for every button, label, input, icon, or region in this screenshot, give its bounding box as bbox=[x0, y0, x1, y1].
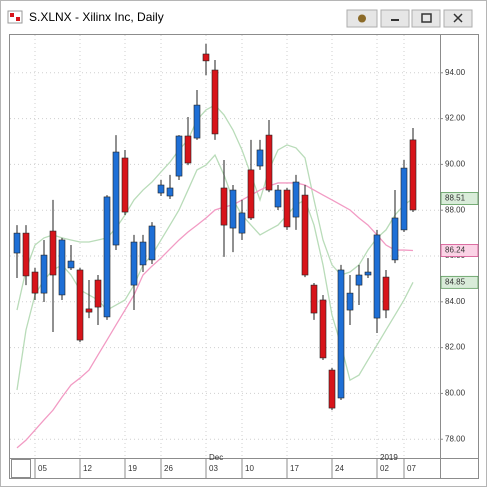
chart-title: S.XLNX - Xilinx Inc, Daily bbox=[29, 10, 164, 24]
candle-body bbox=[238, 212, 246, 234]
candle-body bbox=[40, 254, 48, 294]
x-tick-label: 19 bbox=[128, 464, 137, 473]
app-icon bbox=[7, 10, 23, 24]
candle-body bbox=[364, 271, 372, 276]
candle-body bbox=[319, 299, 327, 359]
candle-body bbox=[31, 271, 39, 294]
maximize-icon bbox=[421, 13, 432, 23]
period-label: 2019 bbox=[380, 453, 398, 462]
y-tick-label: 80.00 bbox=[445, 389, 466, 398]
candle-body bbox=[211, 69, 219, 135]
candle-body bbox=[166, 187, 174, 197]
candle-body bbox=[193, 104, 201, 139]
candle-body bbox=[256, 149, 264, 167]
x-tick-label: 02 bbox=[380, 464, 389, 473]
candle-body bbox=[148, 225, 156, 261]
candle-body bbox=[337, 269, 345, 399]
candle-body bbox=[85, 308, 93, 313]
candle-body bbox=[112, 151, 120, 246]
candle-body bbox=[130, 241, 138, 286]
x-tick-label: 10 bbox=[245, 464, 254, 473]
candle-body bbox=[13, 232, 21, 254]
candle-body bbox=[328, 369, 336, 409]
candle-body bbox=[265, 134, 273, 191]
x-tick-label: 26 bbox=[164, 464, 173, 473]
candle-body bbox=[373, 234, 381, 319]
candle-body bbox=[157, 184, 165, 194]
candle-body bbox=[400, 167, 408, 231]
candle-body bbox=[310, 284, 318, 314]
x-tick-label: 03 bbox=[209, 464, 218, 473]
window-buttons[interactable] bbox=[346, 9, 473, 28]
x-tick-label: 24 bbox=[335, 464, 344, 473]
close-icon bbox=[453, 13, 463, 23]
candle-body bbox=[355, 274, 363, 286]
candle-body bbox=[184, 135, 192, 164]
y-tick-label: 84.00 bbox=[445, 297, 466, 306]
color-dot bbox=[358, 14, 366, 23]
candle-body bbox=[76, 269, 84, 341]
y-tick-label: 94.00 bbox=[445, 68, 466, 77]
candle-body bbox=[121, 157, 129, 213]
candle-body bbox=[382, 276, 390, 311]
maximize-button[interactable] bbox=[411, 9, 441, 28]
candle-body bbox=[49, 230, 57, 276]
candle-body bbox=[274, 189, 282, 208]
x-tick-label: 17 bbox=[290, 464, 299, 473]
candle-body bbox=[175, 135, 183, 177]
candle-body bbox=[139, 241, 147, 266]
x-tick-label: 05 bbox=[38, 464, 47, 473]
last-value-label: 86.24 bbox=[445, 246, 466, 255]
candle-body bbox=[103, 196, 111, 318]
y-tick-label: 82.00 bbox=[445, 343, 466, 352]
y-tick-label: 78.00 bbox=[445, 434, 466, 443]
candle-body bbox=[283, 189, 291, 228]
candle-body bbox=[301, 194, 309, 276]
last-value-badge bbox=[440, 192, 479, 205]
minimize-button[interactable] bbox=[380, 9, 410, 28]
last-value-badge bbox=[440, 244, 479, 257]
candle-body bbox=[391, 217, 399, 261]
corner-box[interactable] bbox=[11, 459, 31, 478]
indicator-line bbox=[16, 182, 414, 449]
candle-body bbox=[94, 279, 102, 308]
candle-body bbox=[220, 187, 228, 226]
last-value-badge bbox=[440, 275, 479, 289]
candle-body bbox=[58, 239, 66, 296]
candle-body bbox=[247, 169, 255, 219]
candle-body bbox=[346, 292, 354, 311]
last-value-label: 84.85 bbox=[445, 277, 466, 286]
chart-frame bbox=[9, 34, 479, 479]
period-label: Dec bbox=[209, 453, 223, 462]
candle-body bbox=[409, 139, 417, 211]
last-value-label: 88.51 bbox=[445, 194, 466, 203]
candle-body bbox=[22, 232, 30, 277]
x-tick-label: 07 bbox=[407, 464, 416, 473]
y-tick-label: 88.00 bbox=[445, 205, 466, 214]
y-tick-label: 90.00 bbox=[445, 160, 466, 169]
x-tick-label: 12 bbox=[83, 464, 92, 473]
plot-area: 78.0080.0082.0084.0086.0088.0090.0092.00… bbox=[10, 35, 479, 478]
minimize-icon bbox=[391, 19, 399, 21]
candle-body bbox=[292, 181, 300, 218]
candle-body bbox=[229, 189, 237, 229]
candle-body bbox=[67, 260, 75, 269]
y-tick-label: 92.00 bbox=[445, 114, 466, 123]
candle-body bbox=[202, 53, 210, 62]
